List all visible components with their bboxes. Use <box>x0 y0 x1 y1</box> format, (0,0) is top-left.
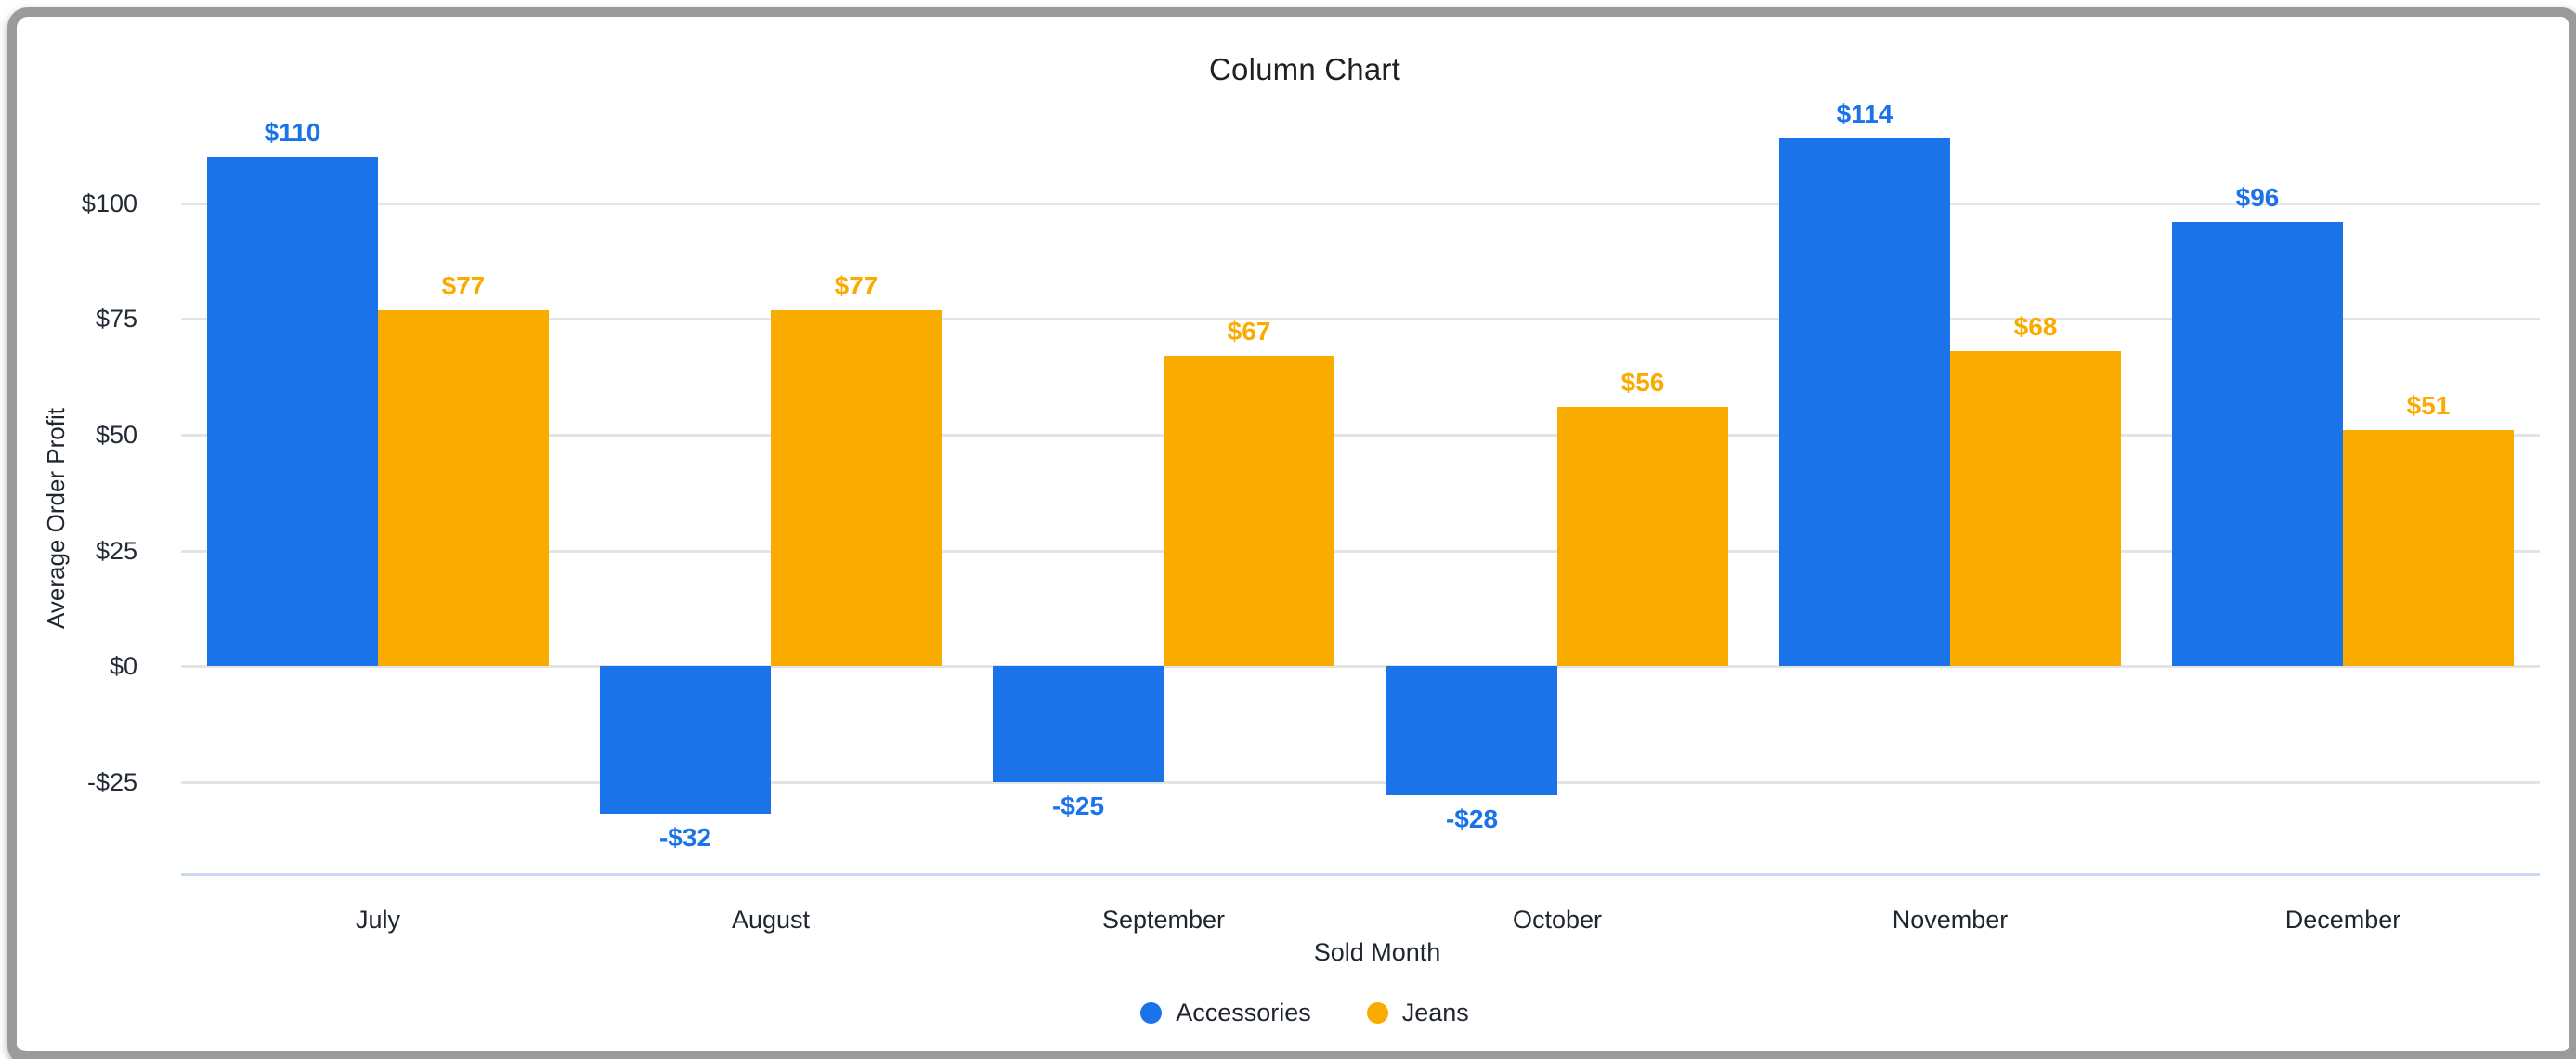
bar-accessories-august[interactable] <box>600 666 771 814</box>
bar-value-label: -$25 <box>1051 791 1105 820</box>
y-axis-tick-label: $0 <box>109 652 137 680</box>
bar-jeans-july[interactable] <box>378 310 549 666</box>
bar-accessories-september[interactable] <box>993 666 1164 782</box>
x-axis-label-december: December <box>2284 906 2401 934</box>
x-axis-label-november: November <box>1892 906 2009 934</box>
y-axis-tick-label: -$25 <box>86 768 137 796</box>
gridline <box>181 434 2540 437</box>
jeans-series-dot-icon <box>1366 1001 1388 1024</box>
bar-value-label: $51 <box>2406 391 2451 420</box>
bar-value-label: $77 <box>834 271 878 300</box>
chart-title: Column Chart <box>1209 52 1400 86</box>
legend-label: Jeans <box>1401 998 1469 1026</box>
bar-value-label: $68 <box>2013 312 2058 341</box>
bar-jeans-august[interactable] <box>771 310 942 666</box>
x-axis-title: Sold Month <box>1313 938 1441 966</box>
bar-accessories-october[interactable] <box>1386 666 1557 795</box>
bar-value-label: $67 <box>1227 317 1271 346</box>
legend-label: Accessories <box>1176 998 1311 1026</box>
bar-value-label: -$28 <box>1445 804 1499 833</box>
x-axis-label-september: September <box>1101 906 1226 934</box>
bar-accessories-july[interactable] <box>207 157 378 666</box>
bar-value-label: $56 <box>1620 368 1665 397</box>
bar-jeans-december[interactable] <box>2343 430 2514 666</box>
y-axis-title: Average Order Profit <box>42 408 70 629</box>
bar-jeans-october[interactable] <box>1557 407 1728 666</box>
accessories-series-dot-icon <box>1140 1001 1163 1024</box>
bar-value-label: $96 <box>2235 183 2280 212</box>
x-axis-label-july: July <box>355 906 400 934</box>
y-axis-tick-label: $50 <box>95 421 137 449</box>
bar-accessories-november[interactable] <box>1779 138 1950 666</box>
bar-jeans-september[interactable] <box>1164 356 1334 666</box>
y-axis-tick-label: $25 <box>95 537 137 565</box>
gridline <box>181 550 2540 553</box>
x-axis-line <box>181 873 2540 876</box>
bar-value-label: $114 <box>1836 99 1893 128</box>
x-axis-label-august: August <box>731 906 811 934</box>
bar-value-label: $110 <box>264 118 321 147</box>
bar-jeans-november[interactable] <box>1950 351 2121 666</box>
gridline <box>181 203 2540 205</box>
chart-window: Column Chart Average Order Profit $100 $7… <box>7 7 2576 1059</box>
legend: Accessories Jeans <box>33 994 2576 1031</box>
legend-item-accessories[interactable]: Accessories <box>1140 999 1311 1027</box>
legend-item-jeans[interactable]: Jeans <box>1366 998 1469 1027</box>
y-axis-tick-label: $75 <box>95 305 137 333</box>
bar-accessories-december[interactable] <box>2172 222 2343 666</box>
bar-value-label: -$32 <box>658 823 712 852</box>
bar-value-label: $77 <box>441 271 486 300</box>
gridline <box>181 665 2540 668</box>
x-axis-label-october: October <box>1512 906 1603 934</box>
y-axis-tick-label: $100 <box>81 190 137 217</box>
gridline <box>181 781 2540 784</box>
gridline <box>181 318 2540 320</box>
